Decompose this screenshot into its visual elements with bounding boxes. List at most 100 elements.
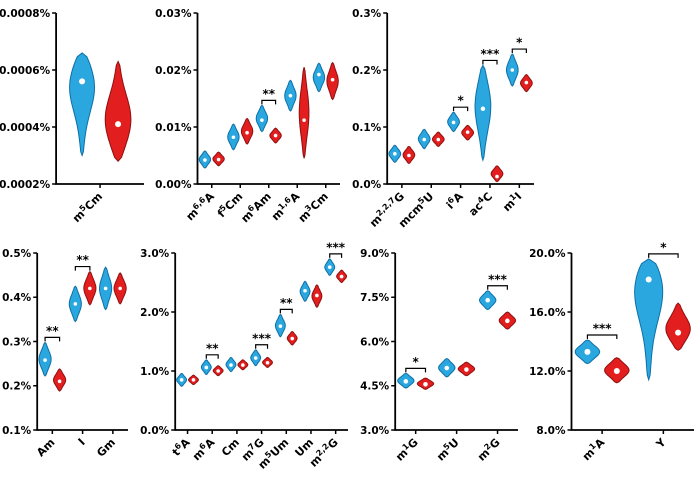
median-dot [103, 286, 108, 291]
sig-bracket [205, 354, 219, 359]
median-dot [407, 153, 411, 158]
median-dot [645, 276, 652, 283]
axes [394, 253, 518, 431]
category-label: m6,6A [183, 189, 217, 223]
category-label: m3Cm [295, 189, 331, 225]
median-dot [339, 274, 344, 279]
violin-blue [69, 52, 96, 158]
median-dot [584, 348, 591, 355]
median-dot [73, 302, 78, 306]
median-dot [403, 379, 409, 384]
median-dot [495, 174, 499, 179]
median-dot [288, 93, 293, 98]
y-tick-label: 0.1% [352, 122, 382, 134]
median-dot [393, 151, 397, 156]
violin-red [490, 165, 504, 183]
median-dot [444, 365, 450, 371]
category-label: Am [34, 436, 57, 459]
median-dot [231, 135, 236, 140]
violin-red [298, 66, 310, 159]
y-tick-label: 4.5% [360, 381, 390, 393]
sig-stars: * [413, 355, 420, 369]
sig-bracket [648, 253, 679, 258]
median-dot [273, 133, 278, 138]
category-label: Y [653, 435, 669, 451]
category-label: t6A [169, 435, 193, 459]
median-dot [480, 106, 486, 111]
violin-blue [474, 64, 492, 162]
category-label: I [76, 436, 88, 448]
y-tick-label: 0.4% [2, 292, 32, 304]
median-dot [422, 137, 426, 142]
category-label: m2,2G [306, 435, 340, 469]
category-label: m1A [579, 435, 607, 463]
category-label: m5U [433, 435, 461, 463]
sig-bracket [261, 99, 277, 105]
median-dot [203, 158, 207, 162]
median-dot [317, 72, 321, 77]
category-label: m1I [500, 189, 525, 214]
sig-bracket [511, 48, 527, 54]
axes [386, 13, 534, 185]
axes [36, 253, 128, 431]
median-dot [505, 318, 510, 324]
y-tick-label: 3.0% [140, 248, 170, 260]
y-tick-label: 3.0% [360, 425, 390, 437]
figure-row-top: 0.0002% 0.0004% 0.0006% 0.0008% m5Cm 0.00% 0.0… [0, 0, 700, 240]
violin-red [104, 60, 132, 162]
median-dot [510, 68, 515, 72]
sig-stars: ** [206, 341, 219, 355]
category-label: i6A [443, 189, 466, 212]
y-tick-label: 0.00% [155, 179, 192, 191]
violin-panel-1: 0.0002% 0.0004% 0.0006% 0.0008% m5Cm [0, 8, 144, 225]
category-label: Cm [219, 436, 242, 459]
median-dot [88, 286, 92, 291]
median-dot [57, 379, 62, 384]
y-tick-label: 0.01% [155, 122, 192, 134]
sig-stars: *** [593, 322, 613, 336]
sig-bracket [44, 336, 61, 342]
violin-panel-2: 0.00%0.01%0.02%0.03%m6,6Af5Cmm6Amm1,6Am3… [155, 8, 340, 225]
sig-bracket [586, 334, 618, 340]
category-label: ac4C [466, 189, 495, 218]
y-tick-label: 0.2% [2, 381, 32, 393]
y-tick-label: 16.0% [529, 307, 566, 319]
median-dot [265, 360, 270, 365]
sig-bracket [329, 253, 343, 258]
y-tick-label: 20.0% [529, 248, 566, 260]
median-dot [327, 265, 332, 269]
sig-bracket [482, 59, 498, 65]
sig-bracket [255, 344, 269, 349]
sig-stars: *** [488, 272, 508, 286]
y-tick-label: 0.0% [352, 179, 382, 191]
median-dot [465, 130, 470, 134]
median-dot [216, 369, 220, 373]
median-dot [79, 78, 86, 85]
y-tick-label: 0.03% [155, 8, 192, 20]
y-tick-label: 0.5% [2, 248, 32, 260]
sig-stars: * [516, 36, 523, 50]
sig-bracket [279, 308, 293, 314]
y-tick-label: 0.0008% [0, 8, 51, 20]
category-label: m1G [392, 435, 420, 463]
y-tick-label: 0.2% [352, 65, 382, 77]
violin-panel-4: 0.1% 0.2% 0.3% 0.4% 0.5% Am I Gm ** ** [2, 248, 128, 460]
y-tick-label: 0.0006% [0, 65, 51, 77]
sig-bracket [487, 285, 508, 290]
y-tick-label: 2.0% [140, 307, 170, 319]
median-dot [423, 381, 428, 387]
median-dot [241, 363, 245, 367]
y-tick-label: 12.0% [529, 366, 566, 378]
sig-stars: *** [252, 331, 272, 345]
category-label: m2G [474, 435, 502, 463]
category-label: Gm [94, 436, 118, 460]
sig-stars: ** [280, 296, 293, 310]
sig-bracket [452, 106, 469, 112]
median-dot [260, 118, 264, 122]
y-tick-label: 1.0% [140, 366, 170, 378]
median-dot [485, 297, 491, 303]
y-tick-label: 0.0% [140, 425, 170, 437]
y-tick-label: 0.02% [155, 65, 192, 77]
